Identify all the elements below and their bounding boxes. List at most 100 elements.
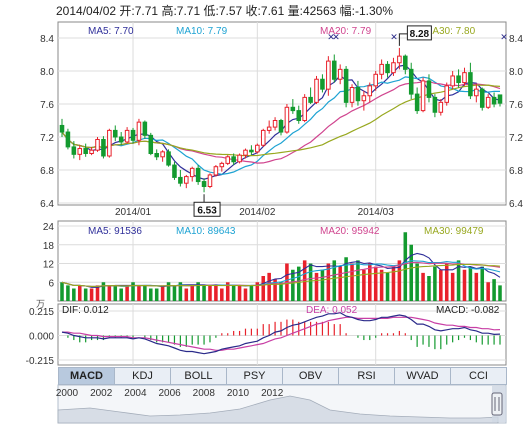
candlestick	[361, 90, 367, 111]
candle-body	[219, 162, 225, 168]
candlestick	[201, 178, 207, 193]
low-callout-box	[193, 201, 221, 217]
volume-ma-legend-item: MA30: 99479	[424, 226, 484, 237]
price-tick-label: 8.0	[509, 67, 523, 78]
price-candles	[59, 47, 503, 193]
volume-bar	[397, 260, 402, 301]
candlestick	[491, 92, 497, 108]
candle-body	[420, 80, 426, 112]
candle-body	[266, 126, 272, 131]
volume-bar	[261, 276, 266, 301]
candle-body	[124, 129, 130, 143]
candlestick	[349, 84, 355, 108]
candlestick	[189, 166, 195, 182]
tab-macd[interactable]: MACD	[58, 367, 115, 385]
price-annotations: 8.286.53✕✕ ✕ ✕	[193, 25, 508, 217]
volume-bar	[178, 282, 183, 301]
volume-ma-legend-item: MA10: 89643	[176, 226, 236, 237]
candle-body	[349, 87, 355, 103]
volume-bar	[172, 285, 177, 301]
candle-body	[326, 60, 331, 90]
candle-body	[432, 96, 438, 113]
candlestick	[249, 145, 254, 156]
tab-cci[interactable]: CCI	[450, 367, 507, 385]
volume-bar	[101, 282, 106, 301]
macd-lines	[61, 312, 501, 355]
volume-value: 42563	[302, 4, 337, 18]
candlestick	[89, 146, 94, 156]
candle-body	[485, 96, 491, 108]
candle-body	[385, 63, 390, 74]
candlestick	[367, 82, 373, 103]
volume-bar	[427, 276, 431, 301]
volume-bar	[492, 279, 496, 301]
volume-label: 量:	[287, 4, 303, 18]
high-callout-box	[406, 25, 432, 41]
volume-bar	[267, 272, 271, 301]
volume-bar	[296, 266, 301, 301]
candlestick	[207, 173, 213, 189]
timeline-year: 2002	[90, 388, 113, 399]
tab-boll[interactable]: BOLL	[170, 367, 227, 385]
tab-psy[interactable]: PSY	[226, 367, 283, 385]
candlestick	[479, 87, 485, 111]
candlestick	[107, 128, 112, 158]
candle-body	[308, 96, 313, 103]
candlestick	[124, 127, 130, 144]
candle-body	[331, 60, 337, 80]
candle-body	[302, 96, 307, 122]
candlestick	[136, 118, 142, 146]
volume-bar	[498, 285, 502, 301]
candlestick	[166, 149, 171, 167]
candlestick	[77, 145, 83, 161]
volume-bar	[149, 288, 153, 301]
candlestick	[95, 137, 100, 152]
volume-bar	[196, 282, 200, 301]
volume-bar	[439, 269, 443, 301]
candlestick	[243, 148, 248, 159]
tab-obv[interactable]: OBV	[282, 367, 339, 385]
scroll-handle-box[interactable]	[491, 392, 503, 416]
candlestick	[468, 62, 473, 100]
close-label: 收:	[245, 4, 261, 18]
quote-date: 2014/04/02	[56, 4, 117, 18]
candle-body	[71, 146, 77, 155]
tab-wvad[interactable]: WVAD	[394, 367, 451, 385]
volume-bar	[480, 266, 485, 301]
candlestick	[331, 54, 337, 83]
candlestick	[65, 128, 71, 150]
volume-tick-label: 18	[43, 241, 55, 252]
candle-body	[166, 151, 171, 166]
candle-body	[284, 106, 290, 133]
price-ma-legend-item: MA30: 7.80	[424, 26, 476, 37]
candle-body	[379, 63, 384, 75]
candle-body	[107, 129, 112, 157]
candlestick	[71, 141, 77, 159]
candle-body	[231, 156, 236, 163]
candlestick	[260, 128, 266, 147]
volume-unit: 万	[36, 299, 45, 309]
candle-body	[255, 144, 260, 153]
candlestick	[184, 174, 189, 189]
timeline-navigator[interactable]: 2000 2002 2004 2006 2008 2010 2012	[56, 384, 507, 424]
candlestick	[213, 165, 219, 177]
volume-ma-line	[61, 263, 501, 287]
high-callout-line	[398, 33, 408, 46]
tab-rsi[interactable]: RSI	[338, 367, 395, 385]
low-value: 7.57	[218, 4, 243, 18]
candle-body	[343, 68, 349, 103]
candle-body	[426, 80, 432, 98]
macd-axis-left: 0.215 0.000 -0.215	[26, 307, 55, 367]
volume-bar	[231, 285, 236, 301]
candle-body	[136, 121, 142, 141]
timeline-scroll-handle[interactable]	[491, 392, 503, 416]
candle-body	[290, 106, 296, 112]
candle-body	[337, 68, 343, 80]
tab-kdj[interactable]: KDJ	[114, 367, 171, 385]
candlestick	[302, 94, 307, 123]
volume-bar	[255, 282, 260, 301]
candlestick	[231, 153, 236, 166]
timeline-year: 2008	[193, 388, 216, 399]
candlestick	[432, 94, 438, 118]
